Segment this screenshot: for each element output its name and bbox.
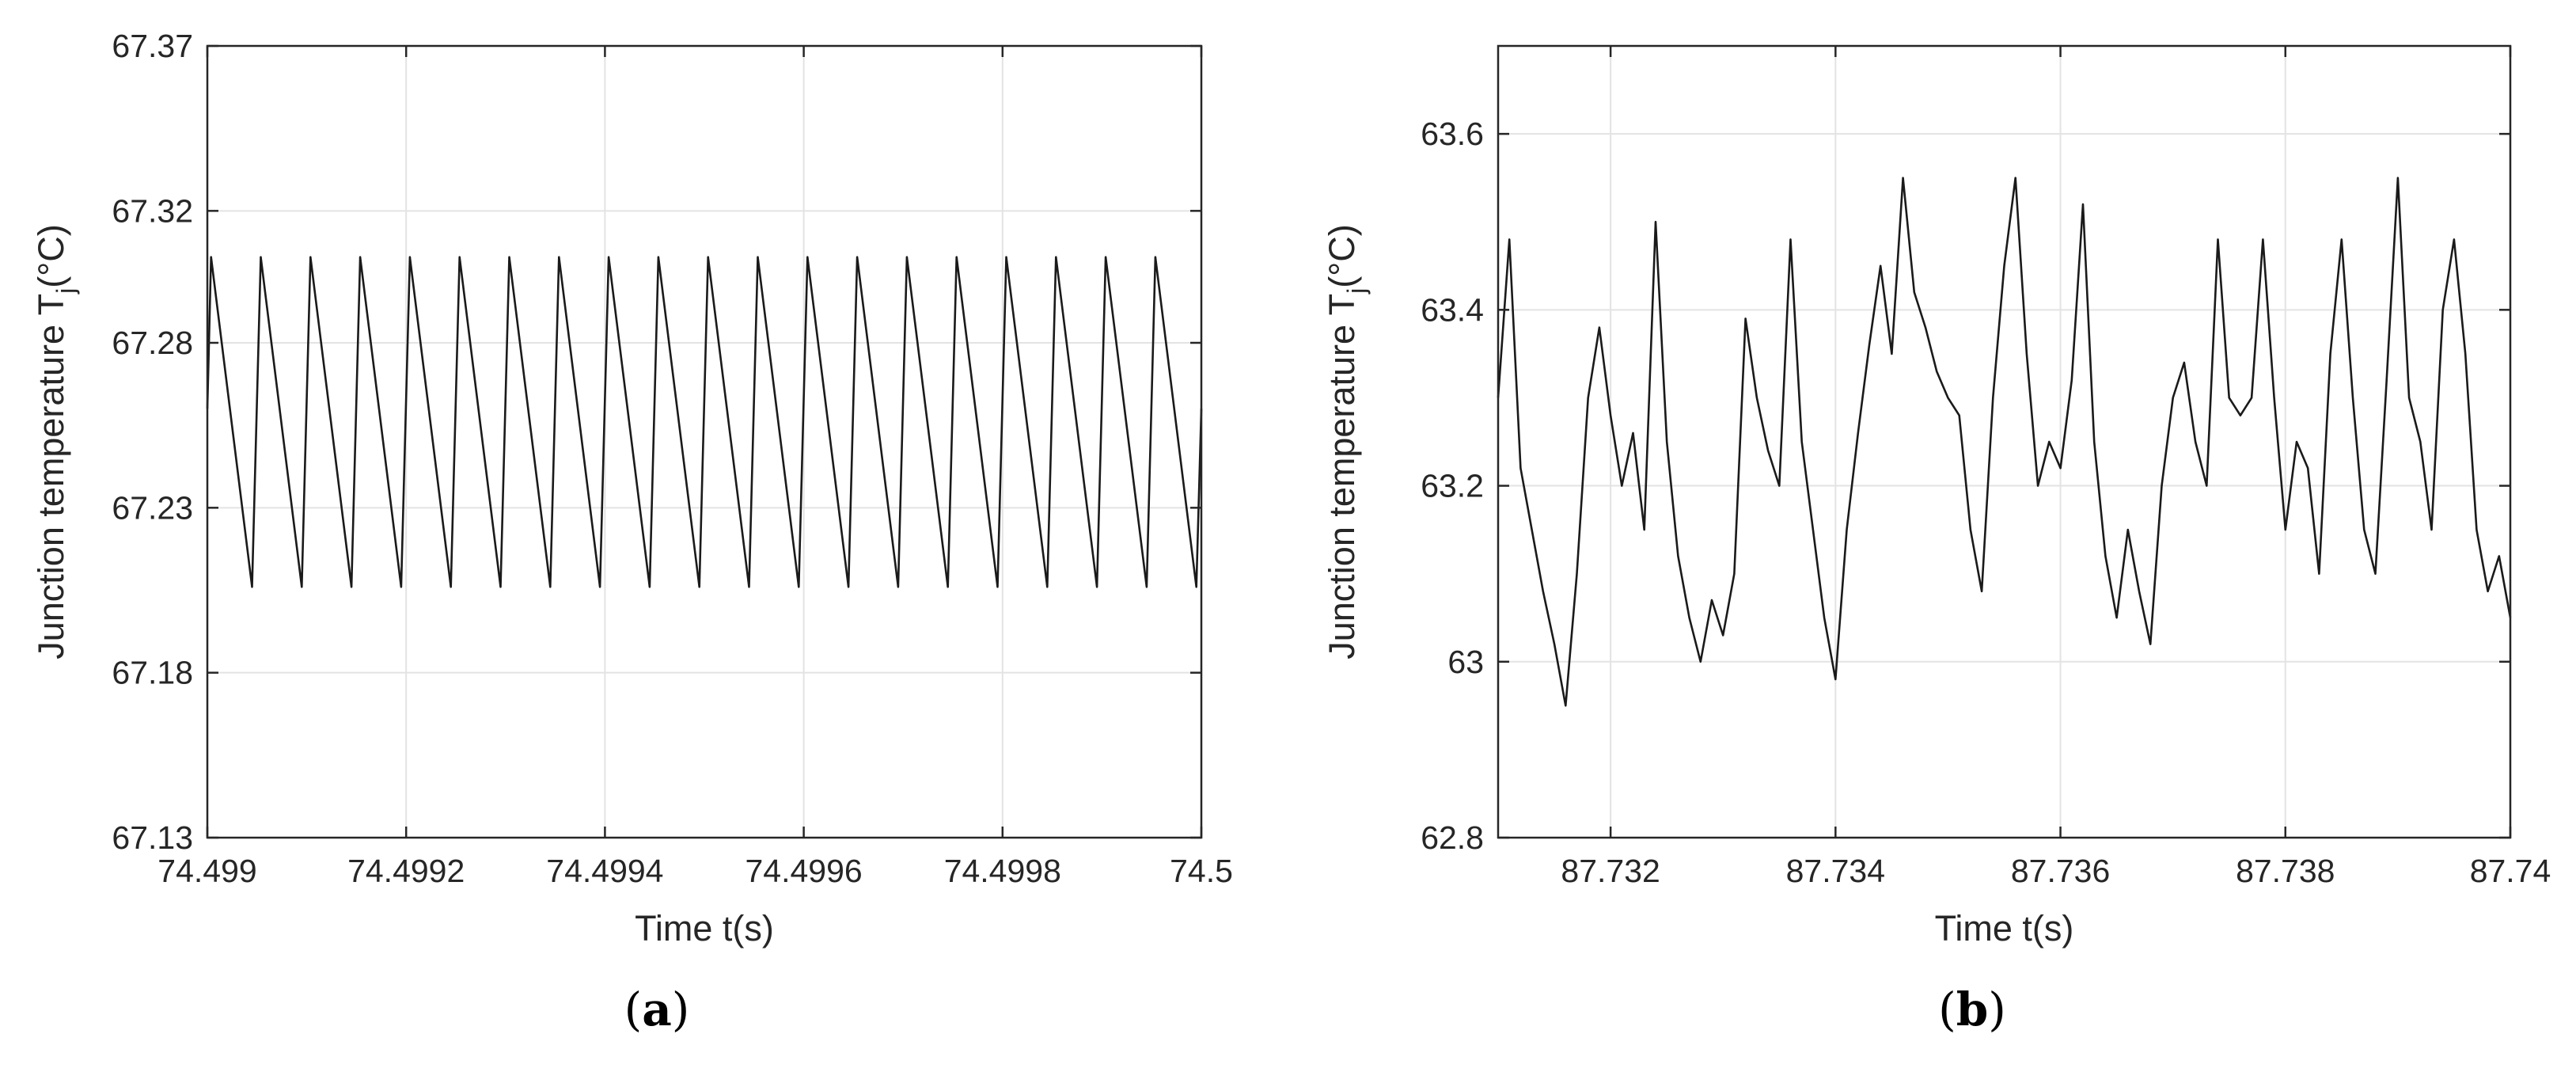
y-tick-label: 67.23 [112,489,193,526]
y-axis-title-subscript: j [1342,288,1371,295]
y-tick-label: 67.37 [112,28,193,64]
y-axis-title-unit: (°C) [1322,224,1362,287]
y-axis-title-subscript: j [51,288,80,295]
x-axis-title: Time t(s) [1935,908,2074,948]
series-line [1497,177,2512,707]
x-tick-label: 87.736 [2011,853,2110,889]
y-tick-label: 67.13 [112,819,193,856]
x-tick-label: 74.499 [157,853,256,889]
y-axis-title-main: Junction temperature T [1322,294,1362,660]
x-tick-label: 74.4998 [944,853,1061,889]
x-tick-label: 87.734 [1786,853,1885,889]
y-tick-label: 63 [1447,644,1484,680]
series-line [206,256,1203,588]
y-tick-label: 63.6 [1421,116,1484,152]
y-tick-label: 67.28 [112,325,193,361]
x-tick-label: 74.4992 [347,853,465,889]
x-tick-label: 87.738 [2236,853,2335,889]
axes-frame [1497,44,2512,839]
x-tick-label: 74.4996 [745,853,862,889]
y-tick-label: 63.2 [1421,468,1484,504]
y-tick-label: 63.4 [1421,291,1484,328]
y-tick-label: 67.32 [112,192,193,229]
x-tick-label: 87.74 [2470,853,2551,889]
x-tick-label: 74.4994 [546,853,663,889]
chart-panel-b: 87.732 87.734 87.736 87.738 87.74 62.8 63 63.2 6… [1322,44,2551,1036]
panel-label-letter: b [1956,983,1989,1036]
y-axis-title-unit: (°C) [31,224,71,287]
panel-label: (b) [1938,983,2006,1036]
x-axis-title: Time t(s) [635,908,774,948]
panel-label-letter: a [642,983,672,1036]
y-axis-title: Junction temperature Tj(°C) [1322,224,1371,660]
y-tick-label: 62.8 [1421,819,1484,856]
panel-label: (a) [624,983,690,1036]
chart-panel-a: 74.499 74.4992 74.4994 74.4996 74.4998 74.5 67… [31,28,1233,1036]
x-tick-label: 87.732 [1561,853,1660,889]
x-tick-label: 74.5 [1170,853,1233,889]
y-axis-title-main: Junction temperature T [31,294,71,660]
y-axis-title: Junction temperature Tj(°C) [31,224,80,660]
axes-frame [206,44,1203,839]
y-tick-label: 67.18 [112,655,193,691]
